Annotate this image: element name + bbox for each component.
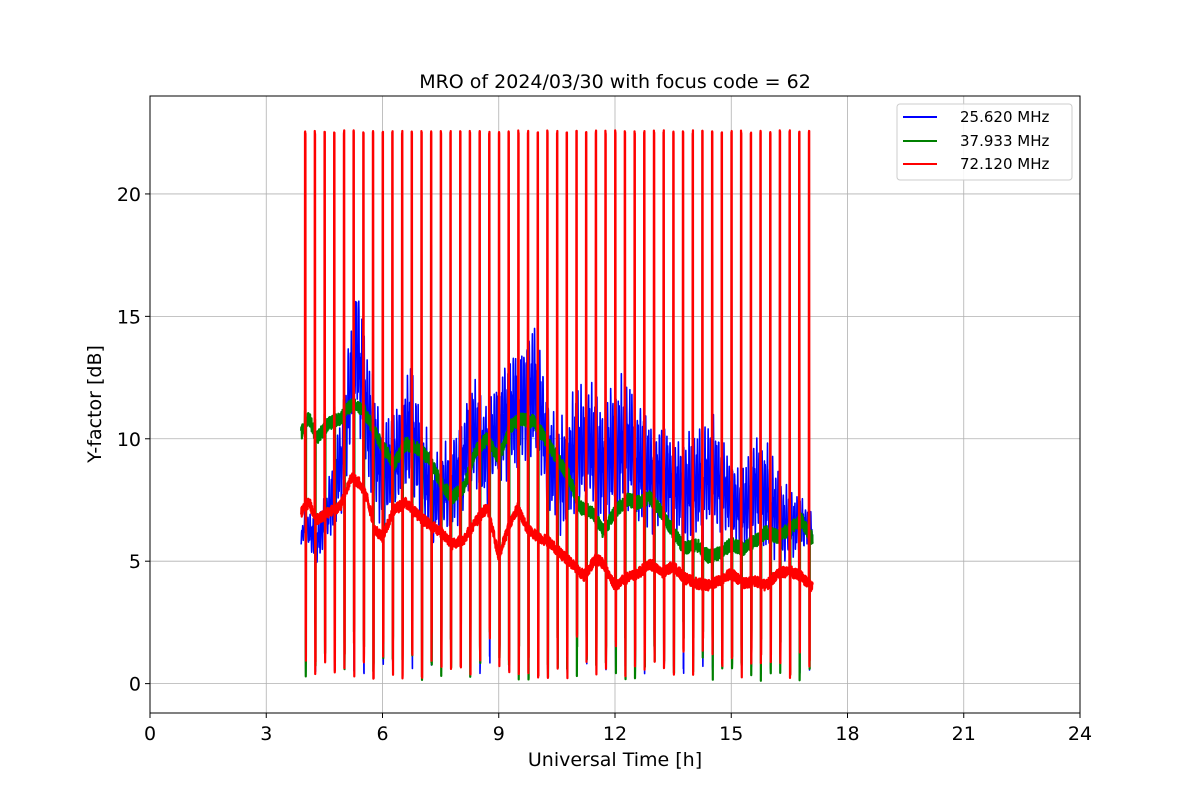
y-axis-label: Y-factor [dB] <box>84 345 106 464</box>
legend-label-1: 37.933 MHz <box>960 132 1049 150</box>
series-line-2 <box>300 129 814 680</box>
y-tick-label: 15 <box>117 306 141 328</box>
legend: 25.620 MHz 37.933 MHz 72.120 MHz <box>896 103 1073 181</box>
x-tick-label: 0 <box>144 723 156 745</box>
x-tick-label: 6 <box>376 723 388 745</box>
x-tick-label: 18 <box>835 723 859 745</box>
chart-title: MRO of 2024/03/30 with focus code = 62 <box>419 71 811 93</box>
x-tick-label: 9 <box>493 723 505 745</box>
x-tick-label: 15 <box>719 723 743 745</box>
y-tick-label: 20 <box>117 184 141 206</box>
y-tick-label: 10 <box>117 429 141 451</box>
x-axis-label: Universal Time [h] <box>528 749 702 771</box>
x-tick-label: 24 <box>1068 723 1092 745</box>
x-tick-label: 21 <box>952 723 976 745</box>
x-tick-label: 12 <box>603 723 627 745</box>
x-tick-label: 3 <box>260 723 272 745</box>
y-tick-label: 5 <box>129 551 141 573</box>
legend-label-2: 72.120 MHz <box>960 155 1049 173</box>
legend-label-0: 25.620 MHz <box>960 108 1049 126</box>
axis-ticks: 0 3 6 9 12 15 18 21 24 0 5 10 15 20 <box>117 184 1092 745</box>
series-layer <box>300 129 814 682</box>
y-tick-label: 0 <box>129 674 141 696</box>
legend-box <box>896 103 1073 181</box>
